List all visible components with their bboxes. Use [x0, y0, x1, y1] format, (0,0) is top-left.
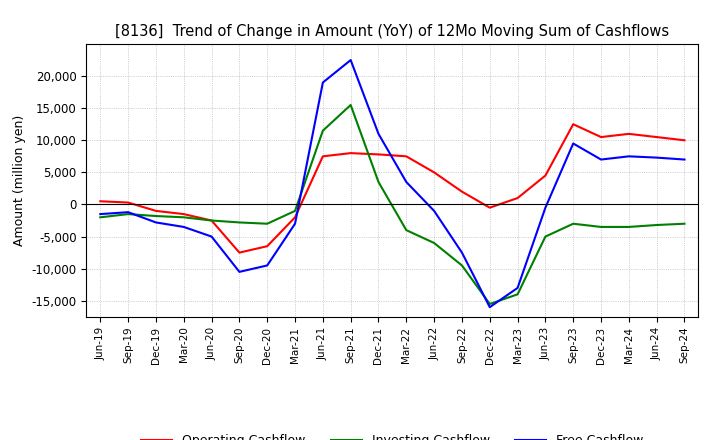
Operating Cashflow — [652, 135, 661, 140]
Free Cashflow — [624, 154, 633, 159]
Free Cashflow — [152, 220, 161, 225]
Investing Cashflow — [402, 227, 410, 233]
Investing Cashflow — [374, 180, 383, 185]
Investing Cashflow — [485, 301, 494, 307]
Free Cashflow — [96, 212, 104, 217]
Free Cashflow — [652, 155, 661, 160]
Operating Cashflow — [235, 250, 243, 255]
Investing Cashflow — [430, 240, 438, 246]
Investing Cashflow — [569, 221, 577, 226]
Free Cashflow — [235, 269, 243, 275]
Free Cashflow — [207, 234, 216, 239]
Operating Cashflow — [680, 138, 689, 143]
Free Cashflow — [541, 205, 550, 210]
Operating Cashflow — [513, 195, 522, 201]
Operating Cashflow — [402, 154, 410, 159]
Investing Cashflow — [513, 292, 522, 297]
Free Cashflow — [402, 180, 410, 185]
Free Cashflow — [485, 304, 494, 310]
Free Cashflow — [430, 208, 438, 213]
Operating Cashflow — [597, 135, 606, 140]
Free Cashflow — [374, 131, 383, 136]
Legend: Operating Cashflow, Investing Cashflow, Free Cashflow: Operating Cashflow, Investing Cashflow, … — [136, 429, 649, 440]
Investing Cashflow — [458, 263, 467, 268]
Investing Cashflow — [124, 212, 132, 217]
Investing Cashflow — [152, 213, 161, 219]
Free Cashflow — [291, 221, 300, 226]
Line: Free Cashflow: Free Cashflow — [100, 60, 685, 307]
Operating Cashflow — [263, 244, 271, 249]
Free Cashflow — [680, 157, 689, 162]
Operating Cashflow — [458, 189, 467, 194]
Title: [8136]  Trend of Change in Amount (YoY) of 12Mo Moving Sum of Cashflows: [8136] Trend of Change in Amount (YoY) o… — [115, 24, 670, 39]
Operating Cashflow — [152, 208, 161, 213]
Operating Cashflow — [485, 205, 494, 210]
Investing Cashflow — [235, 220, 243, 225]
Free Cashflow — [263, 263, 271, 268]
Operating Cashflow — [179, 212, 188, 217]
Investing Cashflow — [346, 103, 355, 108]
Investing Cashflow — [96, 215, 104, 220]
Operating Cashflow — [318, 154, 327, 159]
Free Cashflow — [346, 57, 355, 62]
Line: Investing Cashflow: Investing Cashflow — [100, 105, 685, 304]
Investing Cashflow — [291, 208, 300, 213]
Operating Cashflow — [291, 215, 300, 220]
Line: Operating Cashflow: Operating Cashflow — [100, 124, 685, 253]
Free Cashflow — [513, 285, 522, 290]
Operating Cashflow — [124, 200, 132, 205]
Operating Cashflow — [346, 150, 355, 156]
Investing Cashflow — [541, 234, 550, 239]
Investing Cashflow — [179, 215, 188, 220]
Free Cashflow — [124, 209, 132, 215]
Investing Cashflow — [652, 222, 661, 227]
Free Cashflow — [597, 157, 606, 162]
Operating Cashflow — [374, 152, 383, 157]
Investing Cashflow — [624, 224, 633, 230]
Free Cashflow — [458, 250, 467, 255]
Y-axis label: Amount (million yen): Amount (million yen) — [13, 115, 26, 246]
Operating Cashflow — [541, 173, 550, 178]
Operating Cashflow — [430, 170, 438, 175]
Operating Cashflow — [569, 121, 577, 127]
Free Cashflow — [179, 224, 188, 230]
Investing Cashflow — [680, 221, 689, 226]
Operating Cashflow — [624, 131, 633, 136]
Investing Cashflow — [263, 221, 271, 226]
Investing Cashflow — [597, 224, 606, 230]
Free Cashflow — [318, 80, 327, 85]
Operating Cashflow — [96, 198, 104, 204]
Investing Cashflow — [207, 218, 216, 223]
Operating Cashflow — [207, 218, 216, 223]
Investing Cashflow — [318, 128, 327, 133]
Free Cashflow — [569, 141, 577, 146]
